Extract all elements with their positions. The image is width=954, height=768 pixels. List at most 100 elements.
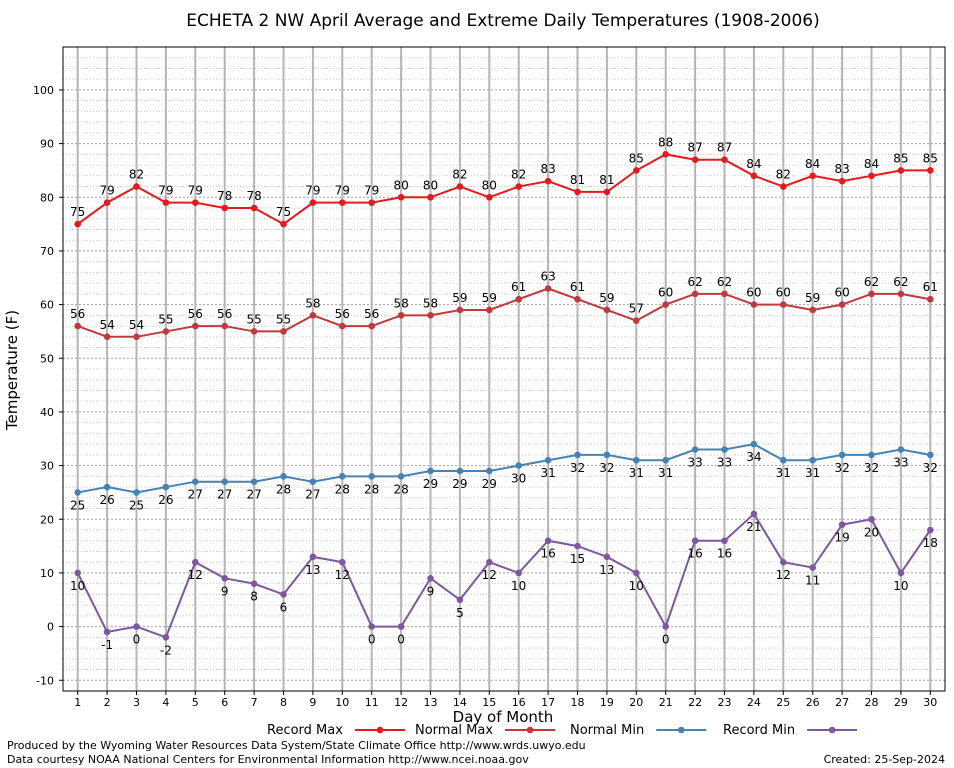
normal-min-point xyxy=(397,473,405,480)
record-min-point xyxy=(192,558,199,566)
normal-min-point xyxy=(74,489,81,496)
normal-max-data-label: 54 xyxy=(99,318,114,332)
record-max-data-label: 85 xyxy=(893,151,908,165)
normal-max-point xyxy=(456,306,464,314)
record-max-point xyxy=(192,199,199,206)
legend-label-normal-max: Normal Max xyxy=(415,723,493,738)
normal-max-data-label: 62 xyxy=(864,275,879,289)
normal-max-point xyxy=(192,322,199,330)
record-max-point xyxy=(721,156,728,163)
record-max-point xyxy=(397,193,405,201)
normal-max-point xyxy=(427,312,434,319)
normal-min-line xyxy=(77,443,931,494)
x-tick-label: 15 xyxy=(482,696,496,709)
record-max-data-label: 82 xyxy=(129,168,144,182)
x-tick-label: 16 xyxy=(512,696,526,709)
x-tick-label: 22 xyxy=(688,696,702,709)
normal-max-point xyxy=(809,306,816,314)
legend-label-record-max: Record Max xyxy=(267,723,343,738)
record-min-data-label: 20 xyxy=(864,525,879,539)
normal-max-point xyxy=(250,328,258,335)
legend-label-normal-min: Normal Min xyxy=(570,723,644,738)
x-tick-label: 21 xyxy=(659,696,673,709)
normal-min-data-label: 29 xyxy=(423,477,438,491)
record-max-data-label: 78 xyxy=(217,189,232,203)
normal-max-point xyxy=(133,333,140,341)
x-tick-label: 9 xyxy=(309,696,316,709)
normal-max-point xyxy=(280,328,287,335)
record-min-data-label: 9 xyxy=(427,584,435,598)
x-tick-label: 5 xyxy=(192,696,199,709)
record-min-point xyxy=(280,591,287,598)
x-tick-label: 4 xyxy=(162,696,169,709)
normal-min-data-label: 32 xyxy=(864,461,879,475)
record-max-data-label: 80 xyxy=(423,178,438,192)
normal-min-data-label: 32 xyxy=(570,461,585,475)
normal-max-data-label: 63 xyxy=(540,270,555,284)
normal-max-point xyxy=(662,301,669,308)
record-max-point xyxy=(544,177,552,185)
y-axis-label: Temperature (F) xyxy=(3,310,21,431)
legend-marker-record-min xyxy=(828,726,836,734)
record-max-point xyxy=(780,183,787,190)
record-min-point xyxy=(250,580,258,587)
record-min-point xyxy=(780,558,787,566)
record-min-data-label: 10 xyxy=(70,579,85,593)
record-min-point xyxy=(309,553,317,561)
record-min-data-label: -2 xyxy=(160,643,172,657)
normal-max-point xyxy=(574,295,581,303)
record-min-point xyxy=(662,623,669,630)
y-tick-label: 60 xyxy=(40,299,54,312)
normal-min-point xyxy=(897,446,905,453)
normal-min-data-label: 32 xyxy=(599,461,614,475)
y-tick-label: 0 xyxy=(47,621,54,634)
normal-min-data-label: 29 xyxy=(452,477,467,491)
record-min-point xyxy=(339,558,346,566)
x-tick-label: 20 xyxy=(629,696,643,709)
record-min-point xyxy=(486,558,493,566)
record-max-point xyxy=(427,193,434,201)
normal-min-point xyxy=(368,473,376,480)
x-tick-label: 18 xyxy=(571,696,585,709)
x-tick-label: 24 xyxy=(747,696,761,709)
x-tick-label: 3 xyxy=(133,696,140,709)
record-max-point xyxy=(603,188,611,196)
record-min-data-label: 12 xyxy=(188,568,203,582)
record-min-point xyxy=(515,569,522,577)
normal-max-data-label: 56 xyxy=(217,307,232,321)
normal-min-data-label: 26 xyxy=(99,493,114,507)
record-min-data-label: 10 xyxy=(511,579,526,593)
normal-min-data-label: 34 xyxy=(746,450,761,464)
normal-max-data-label: 61 xyxy=(511,280,526,294)
normal-max-data-label: 57 xyxy=(629,302,644,316)
normal-min-point xyxy=(309,478,317,486)
normal-max-data-label: 58 xyxy=(305,296,320,310)
normal-max-point xyxy=(721,290,728,298)
y-tick-label: 100 xyxy=(33,84,54,97)
normal-min-data-label: 29 xyxy=(482,477,497,491)
normal-max-point xyxy=(544,285,552,292)
record-min-data-label: 16 xyxy=(717,547,732,561)
record-max-data-label: 82 xyxy=(776,168,791,182)
record-min-data-label: 13 xyxy=(305,563,320,577)
normal-min-point xyxy=(544,456,552,464)
normal-min-point xyxy=(574,451,581,459)
normal-min-data-label: 33 xyxy=(717,456,732,470)
x-tick-label: 10 xyxy=(335,696,349,709)
normal-max-point xyxy=(368,322,376,330)
normal-min-point xyxy=(662,456,669,464)
legend-marker-normal-min xyxy=(677,726,685,734)
normal-max-point xyxy=(838,301,846,308)
legend: Record Max Normal Max Normal Min Record Min xyxy=(267,723,858,738)
record-min-point xyxy=(691,537,699,545)
normal-min-data-label: 28 xyxy=(393,482,408,496)
normal-max-data-label: 56 xyxy=(188,307,203,321)
normal-max-data-label: 61 xyxy=(570,280,585,294)
record-max-point xyxy=(456,183,464,190)
normal-max-point xyxy=(691,290,699,298)
normal-min-data-label: 27 xyxy=(188,488,203,502)
normal-max-point xyxy=(486,306,493,314)
record-min-point xyxy=(427,575,434,582)
